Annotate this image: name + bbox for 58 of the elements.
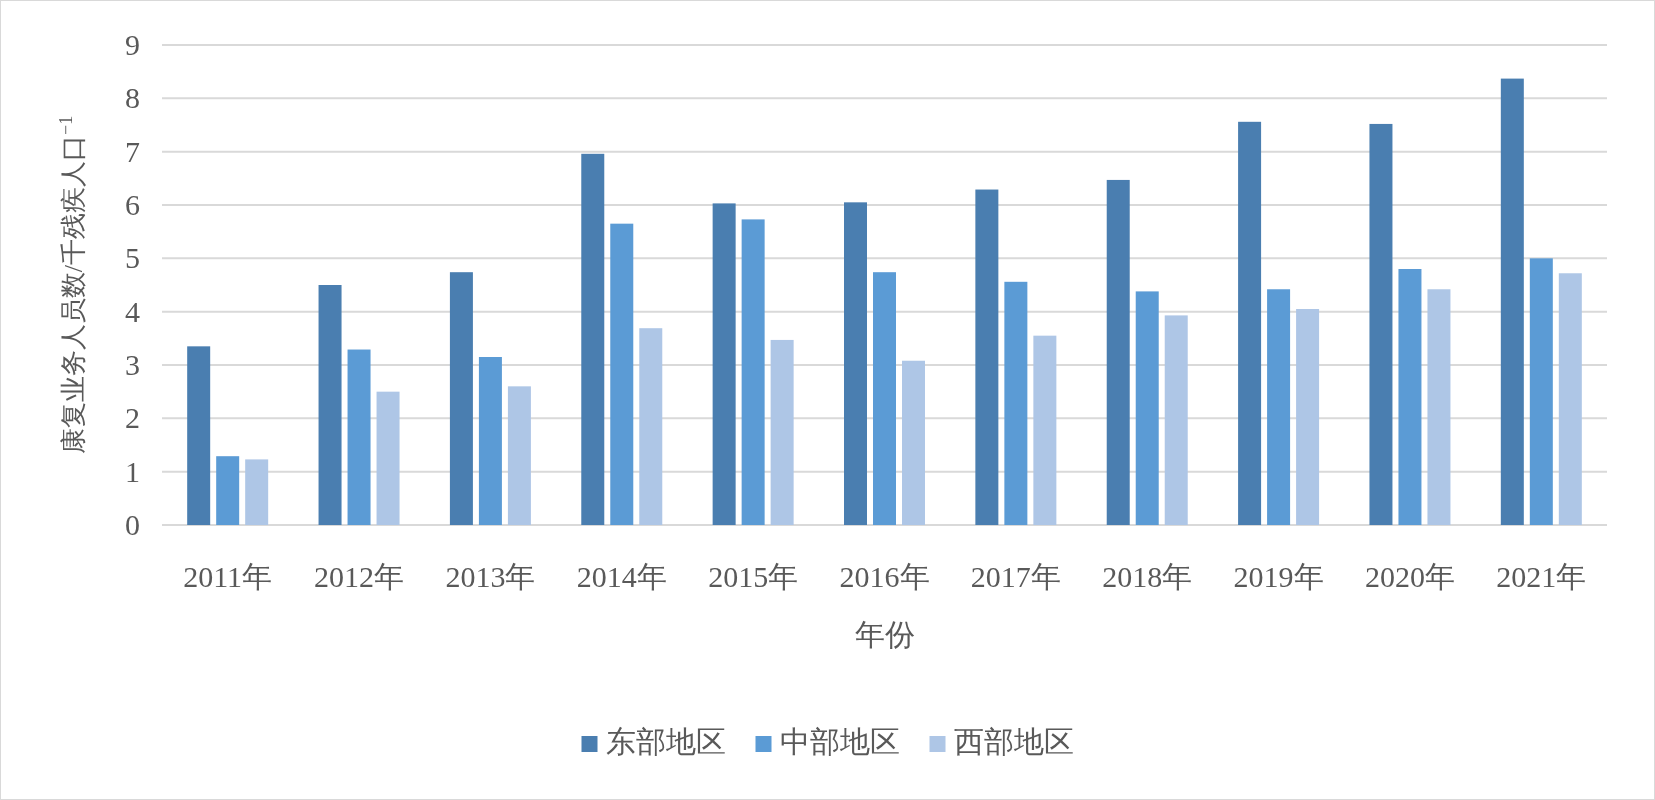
bar <box>741 219 765 525</box>
legend-label: 中部地区 <box>779 725 900 758</box>
x-tick-label: 2020年 <box>1364 560 1455 593</box>
bar <box>639 328 663 525</box>
bar <box>1529 258 1553 525</box>
bar <box>1558 273 1582 525</box>
bar <box>1398 269 1422 525</box>
bar <box>1369 123 1393 525</box>
bar <box>449 272 473 525</box>
bar <box>507 386 531 525</box>
bar <box>245 459 269 525</box>
bar <box>187 346 211 525</box>
y-tick-label: 3 <box>125 348 140 381</box>
x-tick-label: 2019年 <box>1233 560 1324 593</box>
bar <box>1296 309 1320 525</box>
legend-label: 东部地区 <box>605 725 726 758</box>
bar <box>347 349 371 525</box>
bar <box>1004 281 1028 525</box>
bar <box>318 285 342 525</box>
x-tick-label: 2016年 <box>839 560 930 593</box>
bar <box>1238 121 1262 525</box>
bar <box>1427 289 1451 525</box>
bar <box>581 153 605 525</box>
x-tick-label: 2018年 <box>1102 560 1193 593</box>
y-tick-label: 1 <box>125 454 140 488</box>
legend-label: 西部地区 <box>953 725 1074 758</box>
bar <box>1033 335 1057 525</box>
bar <box>844 202 867 525</box>
bar <box>1500 78 1524 525</box>
bar <box>975 189 999 525</box>
bar <box>478 357 502 525</box>
bar <box>770 339 794 525</box>
x-tick-label: 2011年 <box>183 560 273 593</box>
bar <box>1135 291 1159 525</box>
bar <box>1106 179 1130 525</box>
bar <box>902 360 925 525</box>
y-tick-label: 0 <box>125 508 140 541</box>
bar <box>1267 289 1291 525</box>
y-tick-label: 6 <box>125 188 140 221</box>
bar <box>1164 315 1188 525</box>
bar <box>216 456 240 525</box>
x-tick-label: 2015年 <box>708 560 799 593</box>
bar <box>712 203 736 525</box>
x-tick-label: 2021年 <box>1496 560 1587 593</box>
x-tick-label: 2012年 <box>314 560 405 593</box>
bar <box>610 223 634 525</box>
y-tick-label: 7 <box>125 134 140 168</box>
y-tick-label: 8 <box>125 81 140 115</box>
y-tick-label: 9 <box>125 28 140 61</box>
y-tick-label: 4 <box>125 294 140 328</box>
x-tick-label: 2014年 <box>576 560 667 593</box>
y-tick-label: 2 <box>125 401 140 435</box>
bar <box>376 391 400 525</box>
x-tick-label: 2013年 <box>445 560 536 593</box>
y-tick-label: 5 <box>125 241 140 275</box>
x-tick-label: 2017年 <box>970 560 1061 593</box>
bar <box>873 272 896 525</box>
x-axis-title: 年份 <box>854 618 915 651</box>
